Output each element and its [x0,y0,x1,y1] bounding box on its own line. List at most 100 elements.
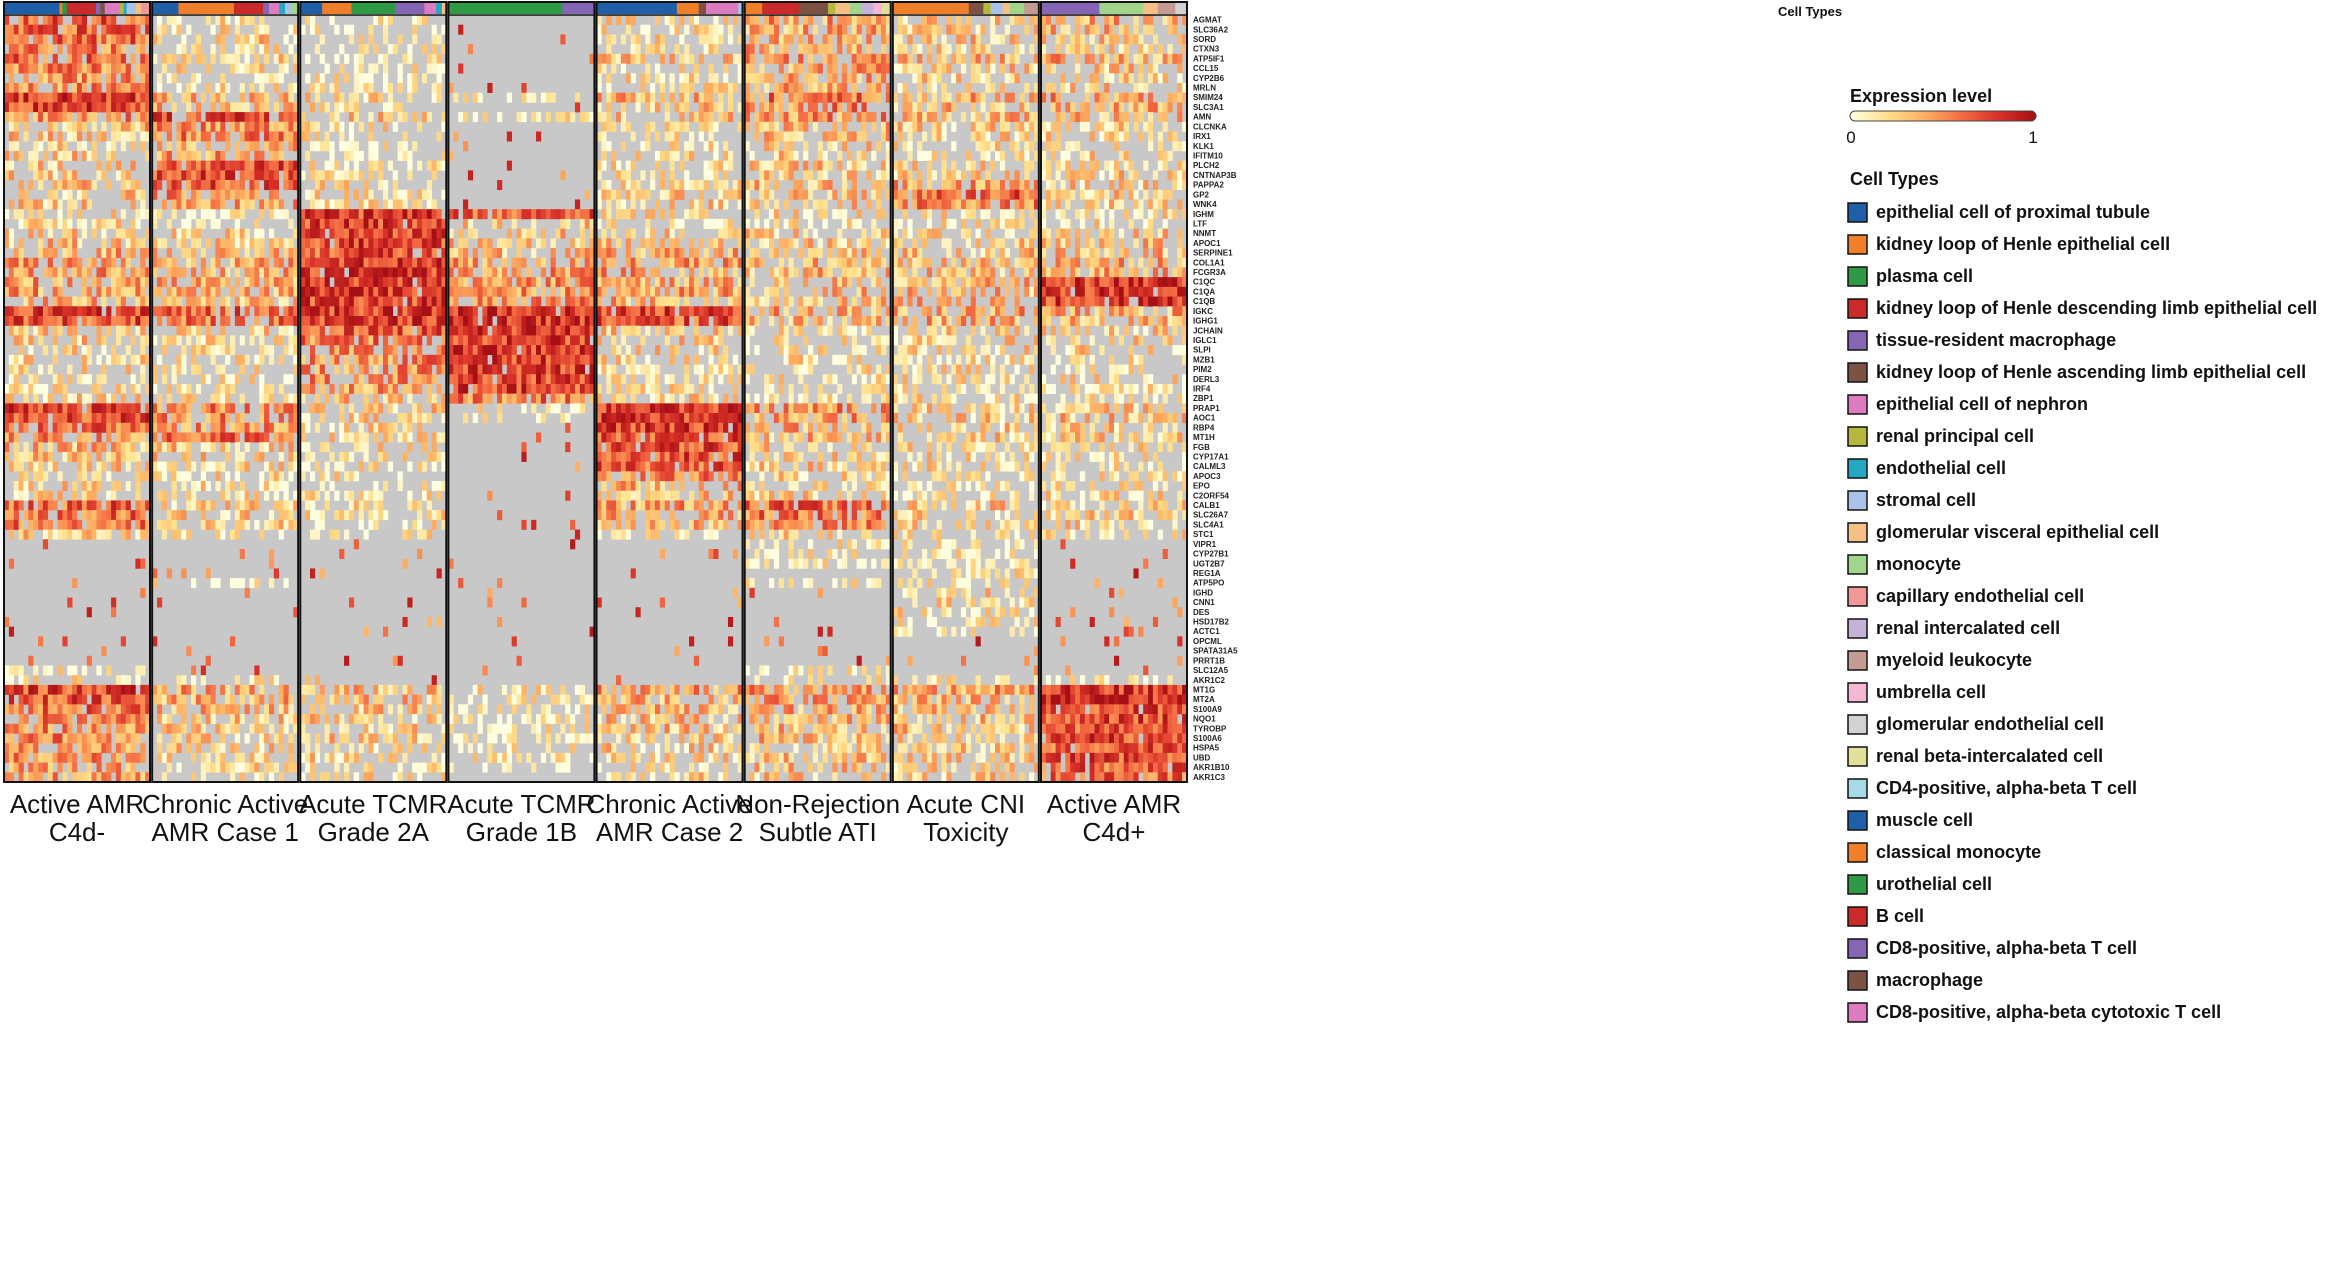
heatmap-cell [101,413,107,424]
heatmap-cell [191,170,197,181]
heatmap-cell [8,199,15,210]
heatmap-cell [210,393,216,404]
heatmap-cell [516,315,522,326]
heatmap-cell [319,141,325,152]
heatmap-cell [358,383,364,394]
heatmap-cell [387,218,394,229]
heatmap-cell [421,277,428,288]
heatmap-cell [171,733,177,744]
heatmap-cell [220,762,226,773]
heatmap-cell [373,248,379,259]
heatmap-cell [650,286,656,297]
heatmap-cell [625,189,631,200]
heatmap-cell [210,286,216,297]
heatmap-cell [630,34,636,45]
heatmap-cell [458,267,464,278]
heatmap-cell [353,354,359,365]
heatmap-cell [574,393,581,404]
heatmap-cell [506,723,512,734]
heatmap-cell [579,684,585,695]
heatmap-cell [101,92,107,103]
heatmap-cell [135,238,141,249]
heatmap-cell [264,44,270,55]
heatmap-cell [436,53,442,64]
heatmap-cell [596,24,602,35]
heatmap-cell [431,34,437,45]
heatmap-cell [4,63,10,74]
heatmap-cell [38,209,44,220]
heatmap-cell [737,238,743,249]
heatmap-cell [540,752,547,763]
heatmap-cell [111,102,117,113]
heatmap-cell [339,141,345,152]
heatmap-cell [314,82,321,93]
heatmap-cell [62,481,68,492]
heatmap-cell [645,218,651,229]
heatmap-cell [62,500,68,511]
heatmap-cell [654,277,661,288]
heatmap-cell [436,63,442,74]
heatmap-cell [506,762,512,773]
heatmap-cell [77,723,83,734]
heatmap-cell [397,73,403,84]
heatmap-cell [412,267,418,278]
heatmap-cell [181,432,187,443]
heatmap-cell [501,238,508,249]
heatmap-cell [28,63,34,74]
heatmap-cell [200,461,206,472]
heatmap-cell [467,267,474,278]
heatmap-cell [106,510,112,521]
heatmap-cell [540,345,547,356]
heatmap-cell [589,325,595,336]
heatmap-cell [574,315,581,326]
heatmap-cell [28,199,34,210]
heatmap-cell [620,277,627,288]
heatmap-cell [472,393,478,404]
heatmap-cell [606,34,612,45]
heatmap-cell [477,383,483,394]
heatmap-cell [67,24,73,35]
heatmap-cell [18,112,24,123]
heatmap-cell [521,82,527,93]
heatmap-cell [314,209,321,220]
heatmap-cell [220,529,226,540]
heatmap-cell [574,306,581,317]
heatmap-cell [91,296,97,307]
heatmap-cell [640,189,646,200]
heatmap-cell [171,500,177,511]
heatmap-cell [166,248,172,259]
heatmap-cell [273,432,279,443]
heatmap-cell [62,519,68,530]
heatmap-cell [526,92,532,103]
heatmap-cell [463,267,469,278]
heatmap-cell [392,238,398,249]
heatmap-cell [23,335,29,346]
heatmap-cell [472,383,478,394]
heatmap-cell [684,121,690,132]
heatmap-cell [606,121,612,132]
heatmap-cell [426,277,432,288]
heatmap-cell [584,325,590,336]
heatmap-cell [426,762,432,773]
heatmap-cell [106,403,112,414]
heatmap-cell [344,510,350,521]
heatmap-cell [239,44,245,55]
heatmap-cell [42,451,49,462]
heatmap-cell [482,335,488,346]
heatmap-cell [225,267,231,278]
heatmap-cell [378,112,384,123]
heatmap-cell [689,180,695,191]
heatmap-cell [314,121,321,132]
heatmap-cell [18,335,24,346]
heatmap-cell [234,15,241,26]
heatmap-cell [606,82,612,93]
heatmap-cell [130,141,136,152]
heatmap-cell [339,267,345,278]
heatmap-cell [283,345,289,356]
heatmap-cell [545,315,551,326]
heatmap-cell [244,160,250,171]
heatmap-cell [560,267,566,278]
heatmap-cell [57,209,63,220]
heatmap-cell [72,73,78,84]
heatmap-cell [392,209,398,220]
